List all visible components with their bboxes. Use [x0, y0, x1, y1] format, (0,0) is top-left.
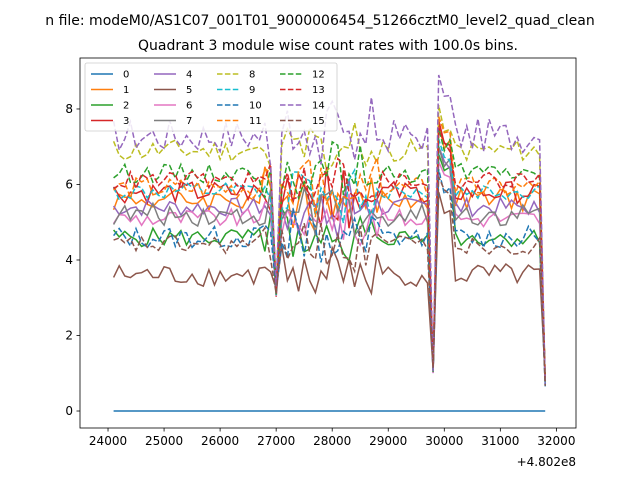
x-tick-label: 32000: [537, 434, 575, 448]
x-tick-label: 28000: [313, 434, 351, 448]
legend-label-11: 11: [249, 116, 262, 127]
plot-area: [112, 74, 546, 412]
series-line-1: [112, 123, 546, 379]
legend-label-6: 6: [186, 101, 192, 112]
legend-label-14: 14: [312, 101, 325, 112]
x-tick-label: 26000: [201, 434, 239, 448]
axes: 24000 25000 26000 27000 28000 29000 30000 31000…: [65, 57, 577, 448]
series-line-10: [113, 169, 546, 387]
legend-label-12: 12: [312, 70, 325, 81]
series-line-15: [113, 176, 546, 386]
x-offset-label: +4.802e8: [517, 455, 576, 469]
legend-label-1: 1: [123, 85, 129, 96]
x-tick-label: 25000: [145, 434, 183, 448]
y-tick-label: 6: [65, 177, 73, 191]
chart-title: Quadrant 3 module wise count rates with …: [138, 38, 518, 54]
series-line-7: [112, 146, 546, 380]
legend-label-5: 5: [186, 85, 192, 96]
legend-label-15: 15: [312, 116, 325, 127]
x-tick-label: 24000: [89, 434, 127, 448]
y-tick-label: 2: [65, 329, 73, 343]
series-line-12: [113, 127, 546, 380]
series-line-2: [113, 154, 546, 381]
legend-label-3: 3: [123, 116, 129, 127]
legend-label-10: 10: [249, 101, 262, 112]
series-line-5: [112, 191, 546, 376]
series-line-14: [112, 74, 546, 384]
legend-label-0: 0: [123, 70, 129, 81]
legend-label-13: 13: [312, 85, 325, 96]
series-line-11: [113, 116, 546, 378]
y-tick-label: 8: [65, 102, 73, 116]
x-tick-label: 27000: [257, 434, 295, 448]
x-tick-label: 31000: [481, 434, 519, 448]
series-line-9: [112, 138, 546, 385]
legend-label-9: 9: [249, 85, 255, 96]
legend-label-4: 4: [186, 70, 192, 81]
legend-label-8: 8: [249, 70, 255, 81]
y-tick-label: 4: [65, 253, 73, 267]
legend-label-2: 2: [123, 101, 129, 112]
series-line-13: [113, 127, 546, 382]
legend-box: [84, 62, 338, 132]
x-tick-label: 30000: [425, 434, 463, 448]
chart-suptitle: n file: modeM0/AS1C07_001T01_9000006454_…: [45, 13, 594, 29]
axes-frame: [79, 57, 577, 429]
legend-label-7: 7: [186, 116, 192, 127]
x-tick-label: 29000: [369, 434, 407, 448]
y-tick-label: 0: [65, 404, 73, 418]
